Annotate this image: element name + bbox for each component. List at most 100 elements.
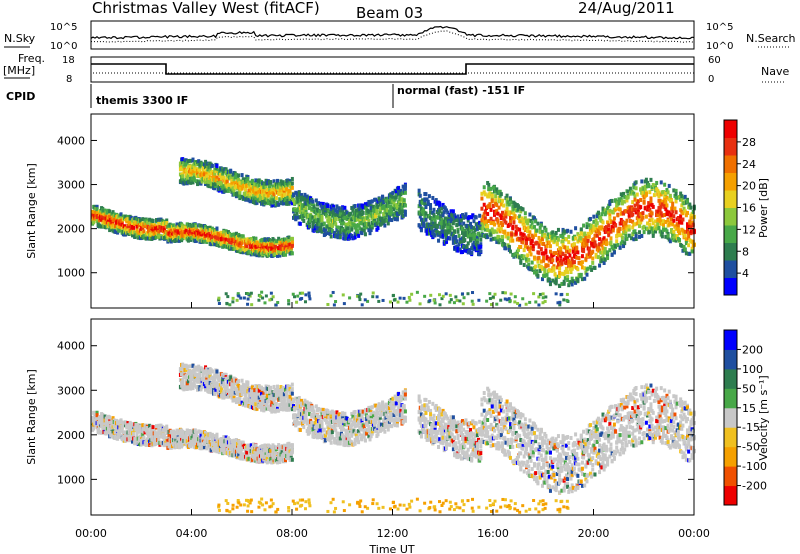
power-cell <box>595 221 599 226</box>
power-cell <box>542 251 546 256</box>
power-cell <box>584 270 588 275</box>
power-cell <box>338 232 342 237</box>
power-cell <box>610 198 614 203</box>
power-cell <box>567 234 571 239</box>
power-cell <box>668 221 672 226</box>
velocity-cell <box>132 432 136 437</box>
power-cell <box>325 213 329 218</box>
power-cell <box>423 199 427 204</box>
power-cell <box>631 232 635 237</box>
plot-title: Christmas Valley West (fitACF) <box>92 0 320 17</box>
power-cell <box>334 217 338 222</box>
power-cell <box>562 229 566 234</box>
power-cell <box>284 237 288 242</box>
power-cell <box>202 162 206 167</box>
power-cell <box>500 238 504 243</box>
power-cell <box>455 218 459 223</box>
power-cell <box>575 245 579 250</box>
power-cell <box>592 237 596 242</box>
power-cell <box>534 264 538 269</box>
velocity-cell <box>122 430 126 435</box>
power-cell <box>218 172 222 177</box>
power-cell <box>675 195 679 200</box>
power-cell <box>480 191 484 196</box>
power-cell <box>673 224 677 229</box>
power-cell <box>277 236 281 241</box>
power-cell <box>616 243 620 248</box>
power-cell <box>458 247 462 252</box>
power-cell <box>689 224 693 229</box>
power-cell <box>176 225 180 230</box>
power-cell <box>441 233 445 238</box>
power-cell <box>118 228 122 233</box>
power-cell <box>367 228 371 233</box>
power-cell <box>377 212 381 217</box>
power-cell <box>652 193 656 198</box>
power-cell <box>654 229 658 234</box>
power-cell <box>300 296 304 300</box>
power-cell <box>467 230 471 235</box>
power-cell <box>601 254 605 259</box>
power-cell <box>445 237 449 242</box>
power-cell <box>624 229 628 234</box>
power-cell <box>278 182 282 187</box>
power-cell <box>599 250 603 255</box>
power-cell <box>264 294 268 298</box>
power-cell <box>556 227 560 232</box>
velocity-cell <box>150 437 154 442</box>
power-cell <box>194 162 198 167</box>
power-cell <box>500 234 504 239</box>
power-cell <box>494 236 498 241</box>
power-cell <box>310 202 314 207</box>
power-cell <box>178 161 182 166</box>
power-cell <box>554 251 558 256</box>
power-cell <box>467 224 471 229</box>
power-cell <box>502 203 506 208</box>
velocity-cell <box>92 426 96 431</box>
power-cell <box>513 214 517 219</box>
power-cell <box>640 179 644 184</box>
power-cell <box>279 179 283 184</box>
power-cell <box>588 265 592 270</box>
power-cell <box>376 226 380 231</box>
power-cell <box>445 208 449 213</box>
power-cell <box>500 222 504 227</box>
power-cell <box>524 238 528 243</box>
power-cell <box>493 185 496 190</box>
power-cell <box>157 229 161 234</box>
power-cell <box>649 199 653 204</box>
power-cell <box>657 194 661 199</box>
power-cell <box>591 249 595 254</box>
power-cell <box>399 188 403 193</box>
power-cell <box>337 214 341 219</box>
power-cell <box>331 290 335 294</box>
power-cell <box>649 213 653 218</box>
power-cell <box>293 200 297 205</box>
power-cell <box>591 241 595 246</box>
power-cell <box>576 267 580 272</box>
power-cell <box>268 246 272 251</box>
power-cell <box>544 264 548 269</box>
power-cell <box>583 266 587 271</box>
power-cell <box>272 199 276 204</box>
power-cell <box>469 236 473 241</box>
power-cell <box>673 206 677 211</box>
power-cell <box>477 298 481 302</box>
power-cell <box>490 198 494 203</box>
power-cell <box>407 295 411 299</box>
power-cell <box>540 233 544 238</box>
power-cell <box>534 300 538 304</box>
power-cell <box>375 295 379 299</box>
power-cell <box>523 244 527 249</box>
velocity-cell <box>126 423 130 428</box>
power-cell <box>297 193 301 198</box>
power-cell <box>539 264 543 269</box>
power-cell <box>516 207 520 212</box>
power-cell <box>296 199 300 204</box>
power-cell <box>154 218 158 223</box>
power-cell <box>607 233 611 238</box>
power-cell <box>617 233 621 238</box>
power-cell <box>353 231 357 236</box>
power-cell <box>217 298 221 302</box>
power-cell <box>576 278 580 283</box>
